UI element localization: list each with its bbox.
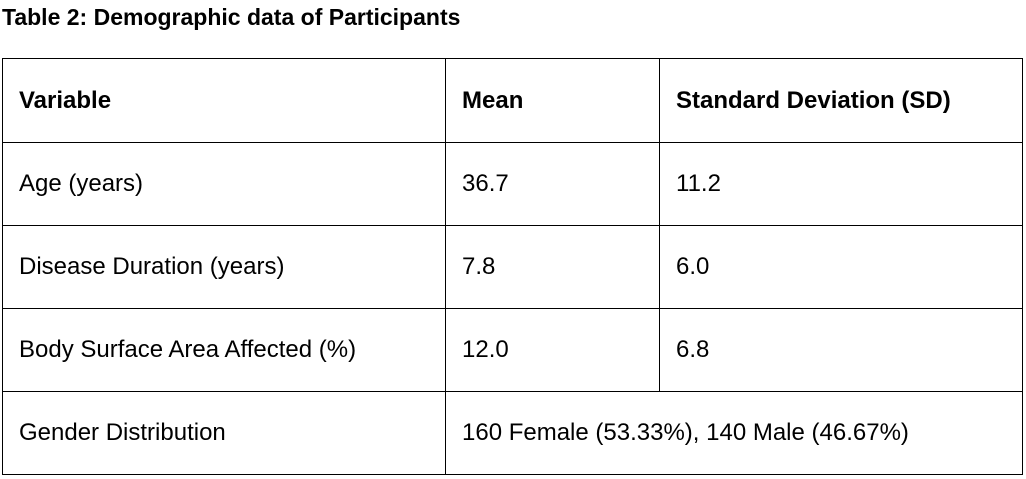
header-variable: Variable [2, 58, 446, 143]
table-caption: Table 2: Demographic data of Participant… [2, 4, 461, 30]
cell-variable: Disease Duration (years) [2, 225, 446, 309]
table-header-row: Variable Mean Standard Deviation (SD) [2, 58, 1023, 143]
cell-sd: 6.8 [659, 308, 1023, 392]
cell-mean: 36.7 [445, 142, 660, 226]
table-row: Age (years) 36.7 11.2 [2, 142, 1023, 226]
cell-variable: Body Surface Area Affected (%) [2, 308, 446, 392]
table-row: Disease Duration (years) 7.8 6.0 [2, 225, 1023, 309]
cell-mean: 7.8 [445, 225, 660, 309]
cell-sd: 6.0 [659, 225, 1023, 309]
cell-gender-distribution: 160 Female (53.33%), 140 Male (46.67%) [445, 391, 1023, 475]
demographic-table: Variable Mean Standard Deviation (SD) Ag… [2, 58, 1023, 475]
cell-variable: Gender Distribution [2, 391, 446, 475]
header-sd: Standard Deviation (SD) [659, 58, 1023, 143]
cell-mean: 12.0 [445, 308, 660, 392]
cell-sd: 11.2 [659, 142, 1023, 226]
header-mean: Mean [445, 58, 660, 143]
cell-variable: Age (years) [2, 142, 446, 226]
table-row: Body Surface Area Affected (%) 12.0 6.8 [2, 308, 1023, 392]
table-row-gender: Gender Distribution 160 Female (53.33%),… [2, 391, 1023, 475]
